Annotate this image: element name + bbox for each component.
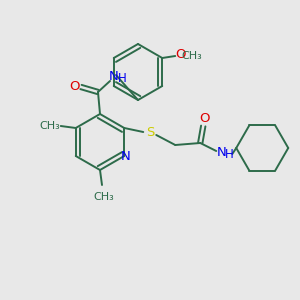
Text: N: N: [109, 70, 119, 83]
Text: N: N: [216, 146, 226, 160]
Text: CH₃: CH₃: [39, 121, 60, 131]
Text: H: H: [225, 148, 234, 161]
Text: CH₃: CH₃: [182, 51, 202, 61]
Text: O: O: [199, 112, 209, 124]
Text: O: O: [69, 80, 79, 92]
Text: O: O: [175, 49, 185, 62]
Text: H: H: [118, 71, 126, 85]
Text: S: S: [146, 127, 154, 140]
Text: CH₃: CH₃: [94, 192, 114, 202]
Text: N: N: [120, 151, 130, 164]
